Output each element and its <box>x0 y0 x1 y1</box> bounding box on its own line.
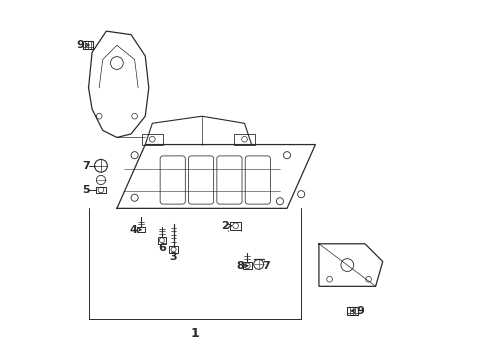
Bar <box>142 134 163 145</box>
Text: 1: 1 <box>190 327 199 339</box>
Text: 6: 6 <box>158 243 165 253</box>
Text: 2: 2 <box>220 221 228 231</box>
Text: 7: 7 <box>262 261 269 271</box>
Text: 3: 3 <box>169 252 177 262</box>
Text: 7: 7 <box>82 161 90 171</box>
Text: 4: 4 <box>130 225 138 235</box>
Text: 5: 5 <box>82 185 90 195</box>
Bar <box>233 134 255 145</box>
Bar <box>242 262 251 269</box>
Bar <box>346 307 357 315</box>
Bar <box>157 237 166 244</box>
Text: 8: 8 <box>236 261 244 271</box>
Bar <box>169 246 178 253</box>
Bar <box>82 41 93 49</box>
Bar <box>230 222 241 230</box>
Text: 9: 9 <box>356 306 364 316</box>
Bar <box>96 187 105 193</box>
Bar <box>137 227 145 233</box>
Text: 9: 9 <box>77 40 84 50</box>
